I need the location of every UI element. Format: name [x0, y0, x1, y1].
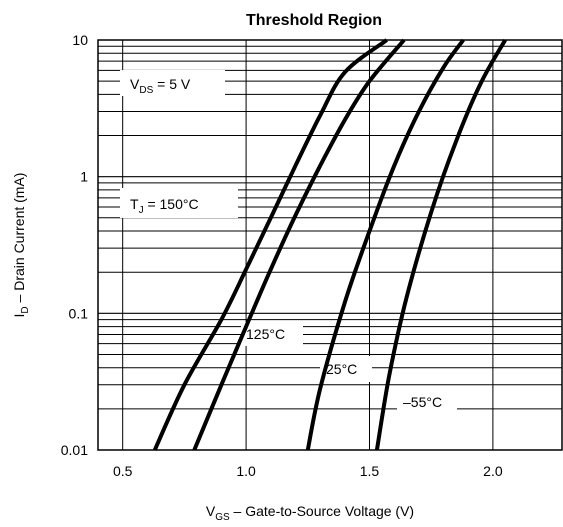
xlabel-sub: GS: [215, 512, 230, 523]
x-tick-label: 0.5: [113, 463, 133, 479]
t125-label-bg: [241, 322, 303, 346]
series-line-2: [305, 38, 465, 451]
series-lines: [152, 38, 507, 451]
vds-rest: = 5 V: [153, 76, 191, 92]
series-line-1: [192, 38, 406, 451]
x-tick-label: 1.0: [236, 463, 256, 479]
x-tick-label: 1.5: [360, 463, 380, 479]
x-tick-labels: 0.5 1.0 1.5 2.0: [113, 463, 503, 479]
tj-rest: = 150°C: [144, 196, 199, 212]
y-tick-label: 0.1: [69, 305, 89, 321]
y-tick-label: 1: [80, 169, 88, 185]
tj-label-bg: [120, 188, 238, 218]
ylabel-main: I: [11, 314, 27, 318]
y-tick-label: 10: [72, 32, 88, 48]
tj-annotation: TJ = 150°C: [130, 196, 199, 216]
xlabel-rest: – Gate-to-Source Voltage (V): [230, 503, 414, 519]
vds-label-bg: [120, 70, 225, 96]
tj-main: T: [130, 196, 139, 212]
t125-annotation: 125°C: [246, 326, 285, 342]
tm55-annotation: –55°C: [403, 394, 442, 410]
xlabel-main: V: [206, 503, 216, 519]
tm55-label-bg: [397, 390, 457, 414]
t25-annotation: 25°C: [326, 361, 357, 377]
ylabel-sub: D: [20, 306, 31, 313]
vds-sub: DS: [139, 85, 153, 96]
series-line-0: [152, 38, 389, 451]
y-axis-label: ID – Drain Current (mA): [11, 173, 31, 318]
chart-title: Threshold Region: [246, 12, 382, 29]
x-tick-label: 2.0: [483, 463, 503, 479]
grid: [98, 40, 562, 450]
vds-main: V: [130, 76, 140, 92]
y-tick-labels: 0.01 0.1 1 10: [61, 32, 88, 458]
x-axis-label: VGS – Gate-to-Source Voltage (V): [206, 503, 414, 523]
vds-annotation: VDS = 5 V: [130, 76, 191, 96]
series-line-3: [374, 39, 507, 451]
y-tick-label: 0.01: [61, 442, 88, 458]
plot-frame: [97, 39, 563, 451]
tj-sub: J: [139, 205, 144, 216]
ylabel-rest: – Drain Current (mA): [11, 173, 27, 307]
